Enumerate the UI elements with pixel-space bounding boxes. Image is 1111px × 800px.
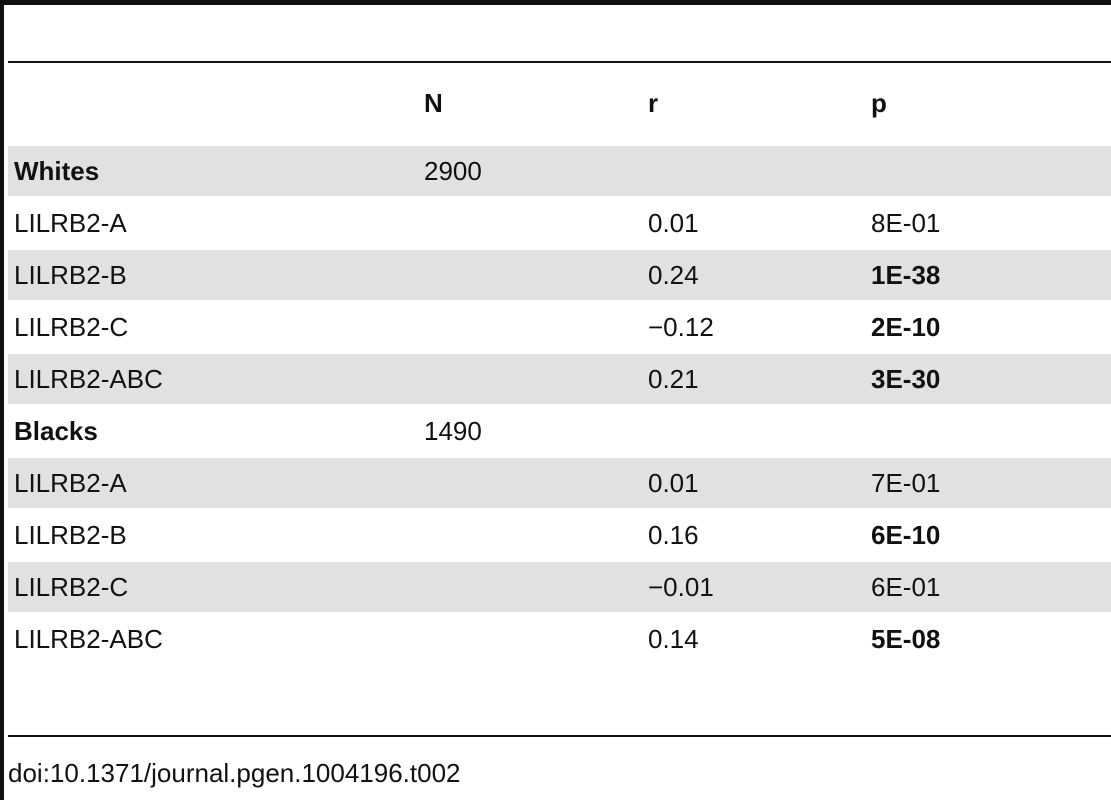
row-n-cell: 1490 xyxy=(424,415,482,446)
row-r-cell: −0.12 xyxy=(648,311,714,342)
row-label-cell: LILRB2-ABC xyxy=(14,363,163,394)
row-r-cell: 0.01 xyxy=(648,467,699,498)
table-row: LILRB2-A 0.01 7E-01 xyxy=(8,458,1111,510)
row-label-cell: LILRB2-B xyxy=(14,519,127,550)
table-body: Whites 2900 LILRB2-A 0.01 8E-01 LILRB2-B 0.24 1… xyxy=(8,146,1111,666)
row-p-cell: 3E-30 xyxy=(871,363,941,394)
row-label-cell: LILRB2-B xyxy=(14,259,127,290)
row-r-cell: 0.16 xyxy=(648,519,699,550)
row-n-cell: 2900 xyxy=(424,155,482,186)
row-r-cell: 0.14 xyxy=(648,623,699,654)
row-label-cell: Whites xyxy=(14,155,100,186)
header-rule xyxy=(8,61,1111,63)
table-row: LILRB2-ABC 0.14 5E-08 xyxy=(8,614,1111,666)
row-label-cell: LILRB2-A xyxy=(14,467,127,498)
top-border-rule xyxy=(0,0,1111,5)
left-border-rule xyxy=(0,0,4,800)
row-label-cell: LILRB2-A xyxy=(14,207,127,238)
table-row: LILRB2-B 0.24 1E-38 xyxy=(8,250,1111,302)
table-row: LILRB2-C −0.01 6E-01 xyxy=(8,562,1111,614)
row-label-cell: LILRB2-C xyxy=(14,311,129,342)
row-r-cell: 0.21 xyxy=(648,363,699,394)
row-p-cell: 7E-01 xyxy=(871,467,941,498)
header-cell-n: N xyxy=(424,88,443,118)
header-cell-r: r xyxy=(648,88,659,118)
row-r-cell: 0.01 xyxy=(648,207,699,238)
row-p-cell: 8E-01 xyxy=(871,207,941,238)
data-table: N r p Whites 2900 LILRB2-A 0.01 8E-01 LILRB2-… xyxy=(8,63,1111,666)
row-label-cell: LILRB2-ABC xyxy=(14,623,163,654)
header-cell-p: p xyxy=(871,88,887,118)
table-row: LILRB2-A 0.01 8E-01 xyxy=(8,198,1111,250)
row-r-cell: −0.01 xyxy=(648,571,714,602)
table-row: Blacks 1490 xyxy=(8,406,1111,458)
row-p-cell: 5E-08 xyxy=(871,623,941,654)
doi-caption: doi:10.1371/journal.pgen.1004196.t002 xyxy=(8,758,461,788)
table-row: Whites 2900 xyxy=(8,146,1111,198)
row-r-cell: 0.24 xyxy=(648,259,699,290)
bottom-rule xyxy=(8,735,1111,737)
row-label-cell: LILRB2-C xyxy=(14,571,129,602)
table-row: LILRB2-C −0.12 2E-10 xyxy=(8,302,1111,354)
table-row: LILRB2-B 0.16 6E-10 xyxy=(8,510,1111,562)
row-p-cell: 6E-10 xyxy=(871,519,941,550)
row-p-cell: 1E-38 xyxy=(871,259,941,290)
row-p-cell: 6E-01 xyxy=(871,571,941,602)
row-label-cell: Blacks xyxy=(14,415,98,446)
table-row: LILRB2-ABC 0.21 3E-30 xyxy=(8,354,1111,406)
row-p-cell: 2E-10 xyxy=(871,311,941,342)
table-header-row: N r p xyxy=(8,63,1111,146)
